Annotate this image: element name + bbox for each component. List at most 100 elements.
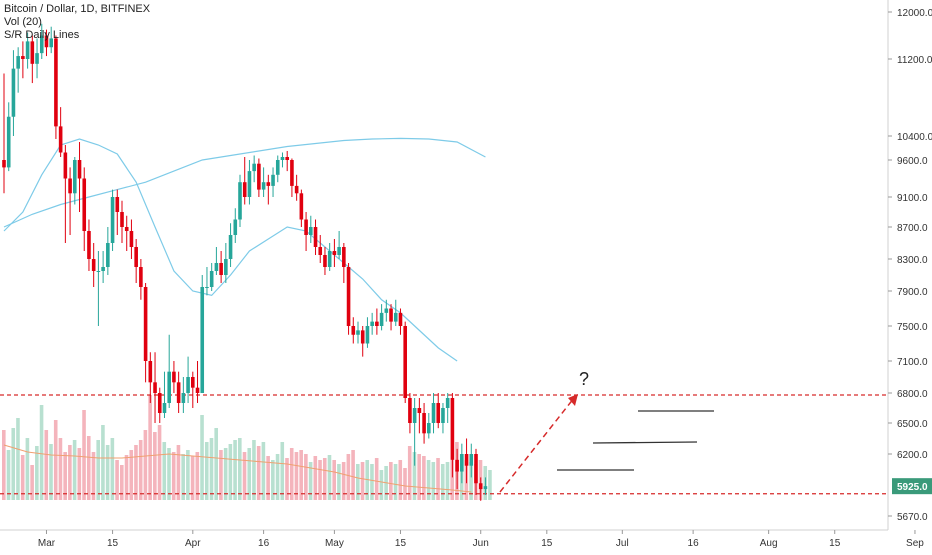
candle-body	[148, 361, 153, 383]
volume-bar	[403, 468, 407, 500]
candle-body	[393, 312, 398, 322]
price-tick-label: 7900.0	[897, 287, 928, 298]
candle-body	[365, 326, 370, 344]
candle-body	[238, 182, 242, 220]
volume-bar	[53, 420, 58, 500]
price-tick-label: 6800.0	[897, 389, 928, 400]
candle-body	[143, 287, 148, 361]
volume-bar	[412, 452, 417, 500]
volume-bar	[289, 448, 294, 500]
candle-body	[11, 68, 16, 117]
volume-bar	[124, 455, 129, 500]
candle-body	[73, 160, 77, 194]
volume-bar	[181, 454, 185, 500]
candle-body	[474, 454, 478, 484]
candle-body	[280, 157, 285, 160]
arrow-head	[568, 394, 578, 406]
volume-bar	[157, 425, 162, 500]
volume-bar	[351, 450, 355, 500]
candles	[2, 23, 488, 501]
candle-body	[285, 157, 289, 160]
volume-bar	[209, 438, 214, 500]
time-tick-label: Jun	[473, 538, 489, 549]
volume-bar	[280, 442, 285, 500]
volume-bar	[6, 450, 11, 500]
candle-body	[417, 408, 422, 413]
candle-body	[157, 393, 162, 413]
candle-body	[233, 219, 238, 235]
volume-bar	[327, 455, 332, 500]
volume-bar	[426, 460, 431, 500]
volume-bar	[11, 428, 16, 500]
volume-bar	[138, 440, 143, 500]
candle-body	[257, 163, 261, 190]
candle-body	[398, 312, 403, 326]
candle-body	[450, 398, 455, 460]
candle-body	[191, 377, 195, 388]
volume-bar	[77, 448, 82, 500]
candle-body	[35, 53, 39, 64]
candle-body	[294, 185, 299, 194]
time-tick-label: Aug	[760, 538, 778, 549]
candle-body	[16, 56, 20, 69]
price-tick-label: 8300.0	[897, 255, 928, 266]
candle-body	[327, 251, 332, 267]
volume-bar	[25, 438, 30, 500]
volume-bar	[171, 452, 176, 500]
volume-bar	[2, 430, 6, 500]
volume-bar	[120, 465, 124, 500]
candle-body	[346, 267, 351, 326]
volume-bar	[370, 464, 374, 500]
volume-bar	[417, 454, 421, 500]
candle-body	[63, 152, 68, 179]
candle-body	[455, 459, 459, 472]
volume-bar	[96, 440, 100, 500]
volume-bar	[233, 440, 237, 500]
candle-body	[351, 326, 356, 335]
volume-bar	[186, 450, 190, 500]
volume-bar	[238, 438, 242, 500]
volume-bar	[39, 405, 44, 500]
candle-body	[247, 171, 252, 197]
candle-body	[252, 163, 256, 172]
candle-body	[408, 398, 412, 423]
volume-bar	[436, 458, 440, 500]
candle-body	[200, 287, 205, 393]
candle-body	[389, 308, 393, 322]
volume-bar	[44, 430, 49, 500]
candle-body	[304, 219, 308, 235]
candle-body	[422, 413, 426, 434]
volume-bar	[228, 444, 233, 500]
candle-body	[25, 41, 30, 59]
candle-body	[427, 423, 431, 434]
time-tick-label: Sep	[906, 538, 924, 549]
candle-body	[39, 35, 44, 54]
candle-body	[318, 247, 323, 255]
volume-bar	[58, 438, 63, 500]
volume-bar	[304, 454, 308, 500]
volume-bar	[219, 450, 223, 500]
candle-body	[44, 35, 49, 48]
price-tick-label: 12000.0	[897, 8, 932, 19]
volume-bar	[223, 448, 228, 500]
candle-body	[323, 255, 327, 267]
candle-body	[412, 408, 417, 423]
price-tick-label: 6200.0	[897, 450, 928, 461]
price-tick-label: 9600.0	[897, 156, 928, 167]
volume-indicator-label: Vol (20)	[4, 16, 42, 28]
time-tick-label: 15	[395, 538, 407, 549]
time-axis: Mar15Apr16May15Jun15Jul16Aug15Sep17Oct	[0, 529, 924, 549]
candle-body	[101, 267, 105, 271]
volume-bar	[450, 460, 454, 500]
time-tick-label: 16	[688, 538, 700, 549]
candle-body	[110, 197, 115, 243]
candle-body	[124, 227, 129, 231]
volume-bar	[16, 418, 20, 500]
price-tick-label: 11200.0	[897, 55, 932, 66]
volume-bar	[167, 448, 171, 500]
volume-bars	[2, 395, 492, 500]
candle-body	[214, 263, 219, 271]
candle-body	[162, 403, 167, 413]
